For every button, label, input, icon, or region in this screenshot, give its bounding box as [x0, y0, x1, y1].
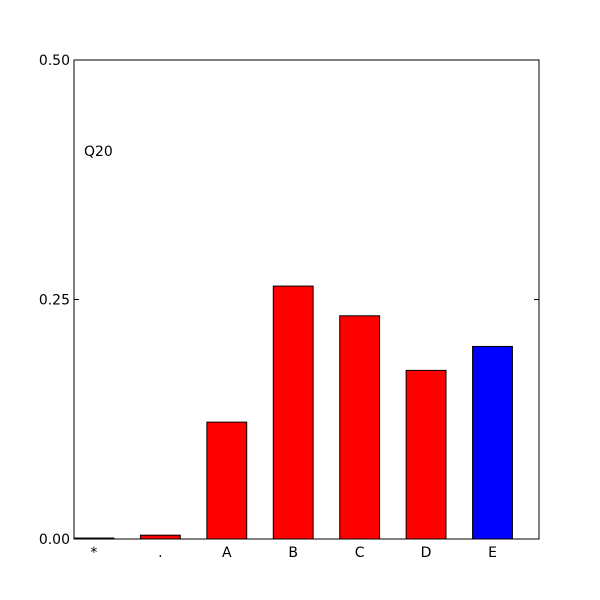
y-tick-label: 0.25: [39, 293, 70, 309]
bar: [206, 421, 248, 540]
x-tick-label: C: [355, 545, 365, 561]
x-tick-label: E: [488, 545, 497, 561]
x-tick-label: .: [158, 545, 162, 561]
x-tick-label: B: [288, 545, 298, 561]
bar: [339, 315, 381, 540]
annotation: Q20: [84, 144, 113, 160]
bar: [472, 345, 513, 540]
bar: [272, 285, 314, 540]
x-tick-label: *: [90, 545, 97, 561]
x-tick-label: A: [222, 545, 232, 561]
bar: [139, 534, 181, 540]
plot-frame: [73, 59, 540, 540]
bar: [405, 369, 447, 540]
y-tick-label: 0.00: [39, 532, 70, 548]
x-tick-label: D: [421, 545, 432, 561]
y-tick-label: 0.50: [39, 53, 70, 69]
